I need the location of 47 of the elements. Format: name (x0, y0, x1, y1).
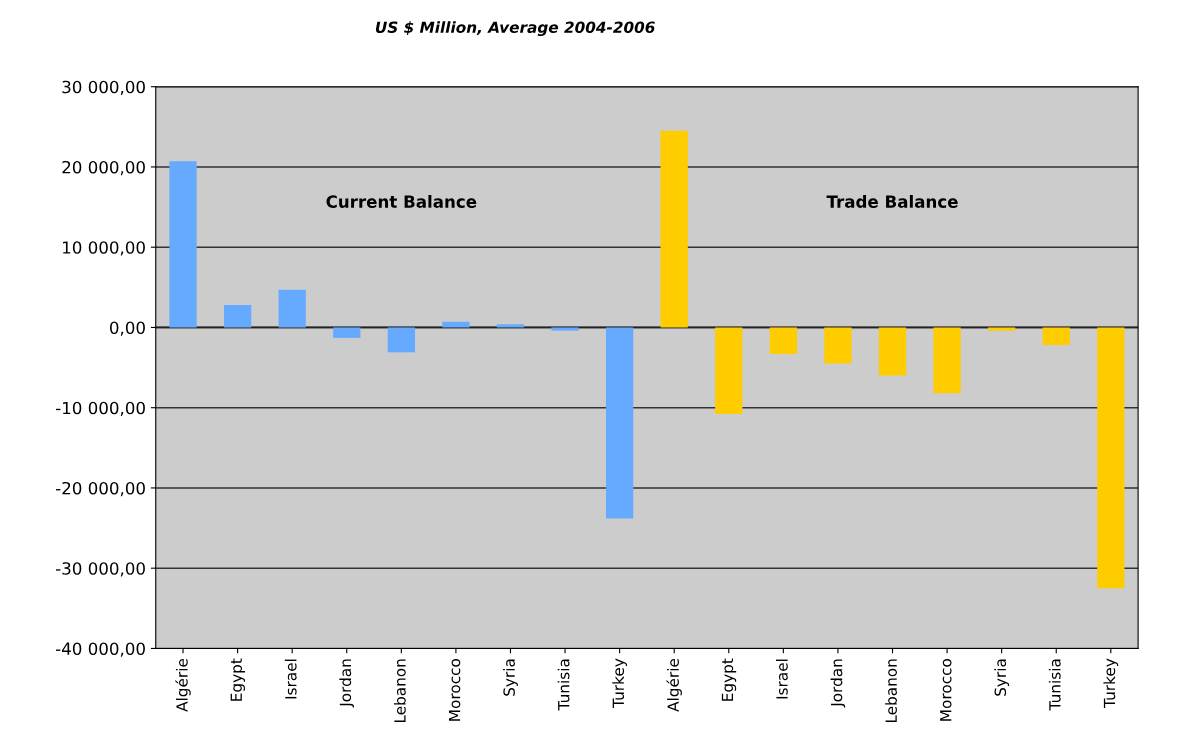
bar (278, 289, 306, 328)
bar (605, 327, 634, 519)
bar (387, 327, 415, 353)
bar (878, 327, 907, 376)
x-tick-label: Turkey (1103, 658, 1119, 708)
bar (496, 324, 525, 328)
y-tick-label: 20 000,00 (62, 160, 145, 176)
x-tick-label: Lebanon (393, 659, 406, 723)
x-tick-label: Algérie (666, 658, 682, 712)
x-tick-label: Israel (284, 659, 297, 699)
y-tick-label: -20 000,00 (56, 481, 145, 497)
y-tick-label: 30 000,00 (62, 80, 145, 95)
chart-title: US $ Million, Average 2004-2006 (375, 21, 655, 37)
x-tick-label: Israel (775, 659, 788, 699)
x-tick-label: Tunisia (557, 659, 570, 711)
x-tick-label: Morocco (940, 659, 952, 721)
bar (660, 130, 688, 328)
bar (333, 327, 361, 338)
y-tick-label: -40 000,00 (56, 642, 145, 657)
x-tick-label: Jordan (339, 659, 355, 708)
x-tick-label: Syria (994, 659, 1010, 696)
x-tick-label: Egypt (721, 658, 737, 701)
x-tick-label: Turkey (612, 658, 628, 708)
y-tick-label: -10 000,00 (56, 401, 145, 416)
bar (1042, 327, 1070, 346)
x-tick-label: Syria (503, 659, 518, 696)
annotation: Trade Balance (826, 195, 958, 208)
annotation: Current Balance (326, 195, 477, 208)
x-tick-label: Algérie (175, 658, 191, 712)
y-tick-label: -30 000,00 (56, 562, 145, 577)
bar (769, 327, 797, 354)
bar (223, 304, 252, 328)
x-tick-label: Morocco (448, 659, 461, 721)
x-tick-label: Jordan (830, 659, 846, 708)
bar (715, 327, 743, 415)
bar (442, 321, 470, 328)
bar (551, 327, 579, 331)
bar (1097, 327, 1125, 589)
x-tick-label: Egypt (230, 658, 245, 701)
y-tick-label: 10 000,00 (63, 241, 145, 256)
x-tick-label: Lebanon (885, 659, 897, 723)
x-tick-label: Tunisia (1048, 659, 1061, 711)
bar (933, 327, 961, 394)
bar (988, 327, 1016, 331)
bar (169, 161, 197, 328)
bar (824, 327, 852, 364)
y-tick-label: 0,00 (110, 321, 145, 336)
